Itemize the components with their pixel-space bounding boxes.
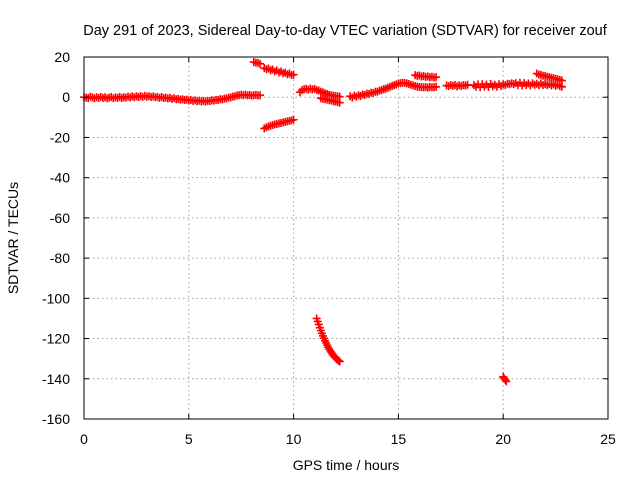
data-point [256,59,265,68]
x-tick-label: 20 [495,431,511,447]
x-axis-label: GPS time / hours [293,457,400,473]
chart-title: Day 291 of 2023, Sidereal Day-to-day VTE… [83,23,608,39]
y-tick-label: -120 [42,331,70,347]
data-point [289,115,298,124]
y-tick-label: -20 [50,129,70,145]
data-points [80,58,566,386]
y-tick-label: -80 [50,250,70,266]
y-tick-label: -100 [42,290,70,306]
data-point [289,70,298,79]
y-tick-label: 20 [54,49,70,65]
y-tick-label: 0 [62,89,70,105]
y-axis-label: SDTVAR / TECUs [5,182,21,294]
x-tick-label: 25 [600,431,616,447]
y-tick-label: -140 [42,371,70,387]
axis-ticks: 0 5 10 15 20 25 20 0 -20 -40 -60 -80 -100 -120 -140 -16… [42,49,616,447]
data-point [502,377,511,386]
data-point [335,98,344,107]
data-point [432,82,441,91]
y-tick-label: -160 [42,411,70,427]
data-point [334,356,343,365]
y-tick-label: -40 [50,170,70,186]
data-point [557,76,566,85]
data-point [335,357,344,366]
x-tick-label: 15 [391,431,407,447]
x-tick-label: 10 [286,431,302,447]
x-tick-label: 0 [80,431,88,447]
grid [84,57,608,419]
data-point [256,91,265,100]
y-tick-label: -60 [50,210,70,226]
x-tick-label: 5 [185,431,193,447]
data-point [501,375,510,384]
plot-frame [83,56,609,420]
data-point [432,73,441,82]
